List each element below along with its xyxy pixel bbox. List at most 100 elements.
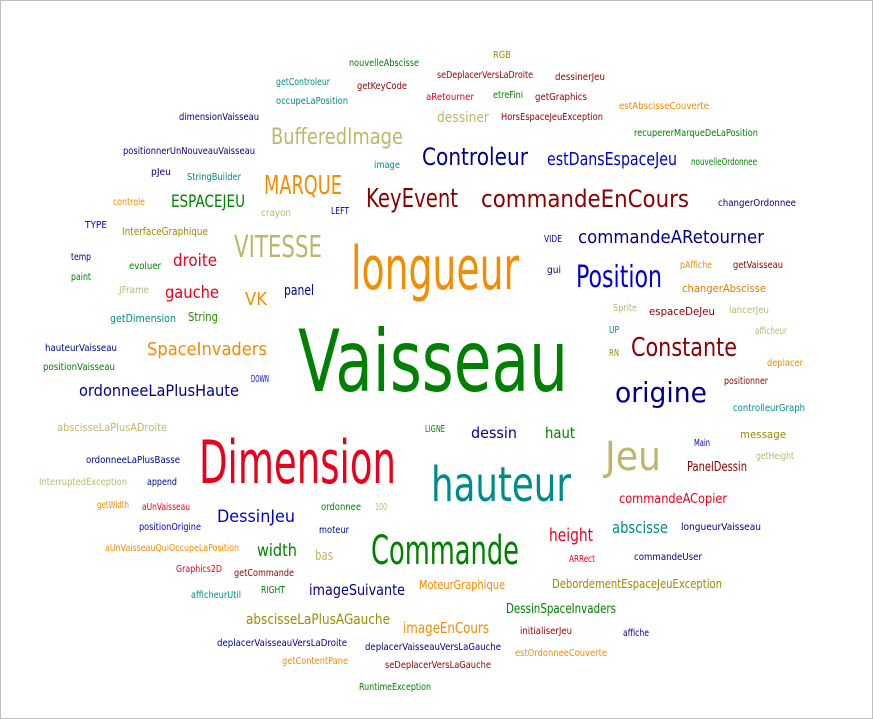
cloud-word: positionnerUnNouveauVaisseau xyxy=(123,146,255,157)
cloud-word: DebordementEspaceJeuException xyxy=(552,577,722,591)
cloud-word: append xyxy=(147,477,177,488)
cloud-word: longueurVaisseau xyxy=(681,522,761,533)
cloud-word: RuntimeException xyxy=(359,682,431,693)
cloud-word: String xyxy=(188,310,218,324)
cloud-word: commandeARetourner xyxy=(578,227,764,248)
cloud-word: changerOrdonnee xyxy=(718,198,796,209)
cloud-word: height xyxy=(549,525,593,546)
cloud-word: occupeLaPosition xyxy=(276,96,348,107)
cloud-word: positionVaisseau xyxy=(43,362,115,373)
cloud-word: pAffiche xyxy=(680,260,712,271)
cloud-word: abscisseLaPlusADroite xyxy=(57,421,167,434)
cloud-word: espaceDeJeu xyxy=(649,305,715,318)
cloud-word: Position xyxy=(576,260,662,295)
cloud-word: KeyEvent xyxy=(366,184,458,214)
cloud-word: Dimension xyxy=(199,428,396,498)
cloud-word: origine xyxy=(615,376,707,409)
cloud-word: getDimension xyxy=(110,312,176,325)
cloud-word: RIGHT xyxy=(261,585,285,596)
cloud-word: positionner xyxy=(724,376,768,387)
cloud-word: abscisse xyxy=(612,518,668,537)
cloud-word: getHeight xyxy=(756,451,794,462)
cloud-word: UP xyxy=(609,325,619,336)
cloud-word: etreFini xyxy=(493,90,523,101)
cloud-word: getGraphics xyxy=(535,92,587,103)
cloud-word: dessinerJeu xyxy=(555,72,605,83)
cloud-word: ARRect xyxy=(569,554,595,565)
cloud-word: deplacerVaisseauVersLaDroite xyxy=(217,638,347,649)
cloud-word: JFrame xyxy=(119,285,149,296)
cloud-word: dessiner xyxy=(437,110,489,126)
cloud-word: longueur xyxy=(351,234,519,304)
cloud-word: Constante xyxy=(631,333,737,363)
cloud-word: aUnVaisseauQuiOccupeLaPosition xyxy=(105,543,239,554)
cloud-word: estOrdonneeCouverte xyxy=(515,648,607,659)
cloud-word: DessinJeu xyxy=(217,507,295,527)
cloud-word: deplacerVaisseauVersLaGauche xyxy=(365,642,501,653)
cloud-word: SpaceInvaders xyxy=(147,339,267,360)
cloud-word: afficheurUtil xyxy=(191,590,241,601)
cloud-word: Commande xyxy=(371,528,519,574)
cloud-word: VIDE xyxy=(544,234,562,245)
cloud-word: StringBuilder xyxy=(187,172,241,183)
cloud-word: aRetourner xyxy=(426,92,474,103)
cloud-word: RN xyxy=(609,348,619,359)
cloud-word: LEFT xyxy=(331,206,349,217)
cloud-word: changerAbscisse xyxy=(682,282,766,295)
cloud-word: gui xyxy=(547,265,561,276)
cloud-word: droite xyxy=(173,251,217,271)
cloud-word: hauteurVaisseau xyxy=(45,343,117,354)
cloud-word: evoluer xyxy=(129,261,161,272)
cloud-word: getContentPane xyxy=(282,656,348,667)
cloud-word: positionOrigine xyxy=(139,522,201,533)
cloud-word: Vaisseau xyxy=(298,312,568,412)
cloud-word: pJeu xyxy=(151,167,171,178)
cloud-word: imageEnCours xyxy=(403,619,489,637)
cloud-word: InterfaceGraphique xyxy=(122,225,208,238)
cloud-word: InterruptedException xyxy=(39,477,127,488)
cloud-word: dimensionVaisseau xyxy=(179,112,259,123)
cloud-word: getKeyCode xyxy=(357,81,407,92)
cloud-word: moteur xyxy=(319,525,349,536)
cloud-word: RGB xyxy=(493,50,511,61)
cloud-word: width xyxy=(257,541,297,561)
cloud-word: Controleur xyxy=(422,143,528,171)
cloud-word: ESPACEJEU xyxy=(171,192,245,212)
cloud-word: afficheur xyxy=(755,326,787,337)
cloud-word: getCommande xyxy=(234,568,294,579)
cloud-word: hauteur xyxy=(431,457,571,513)
cloud-word: paint xyxy=(71,272,91,283)
cloud-word: getWidth xyxy=(97,500,129,511)
cloud-word: Sprite xyxy=(613,303,637,314)
cloud-word: controle xyxy=(113,197,145,208)
cloud-word: estAbscisseCouverte xyxy=(619,101,709,112)
cloud-word: MARQUE xyxy=(264,171,342,201)
cloud-word: crayon xyxy=(261,208,291,219)
cloud-word: VITESSE xyxy=(234,230,322,265)
cloud-word: PanelDessin xyxy=(687,460,747,475)
cloud-word: HorsEspaceJeuException xyxy=(501,112,603,123)
cloud-word: haut xyxy=(545,424,575,442)
cloud-word: commandeEnCours xyxy=(481,185,689,213)
cloud-word: dessin xyxy=(471,424,517,442)
cloud-word: ordonnee xyxy=(321,502,361,513)
cloud-word: seDeplacerVersLaGauche xyxy=(385,660,491,671)
cloud-word: recupererMarqueDeLaPosition xyxy=(634,128,758,139)
cloud-word: MoteurGraphique xyxy=(419,578,505,592)
cloud-word: Jeu xyxy=(605,434,661,480)
cloud-word: VK xyxy=(245,289,267,310)
cloud-word: gauche xyxy=(165,283,219,303)
cloud-word: controlleurGraph xyxy=(733,403,805,414)
cloud-word: imageSuivante xyxy=(309,581,405,599)
cloud-word: getControleur xyxy=(276,77,330,88)
cloud-word: estDansEspaceJeu xyxy=(547,149,677,170)
cloud-word: seDeplacerVersLaDroite xyxy=(437,70,533,81)
cloud-word: DessinSpaceInvaders xyxy=(506,602,616,617)
cloud-word: initialiserJeu xyxy=(520,626,572,637)
cloud-word: aUnVaisseau xyxy=(142,502,190,513)
cloud-word: 100 xyxy=(375,502,387,513)
cloud-word: getVaisseau xyxy=(733,260,783,271)
cloud-word: DOWN xyxy=(251,374,269,385)
cloud-word: BufferedImage xyxy=(271,125,403,150)
